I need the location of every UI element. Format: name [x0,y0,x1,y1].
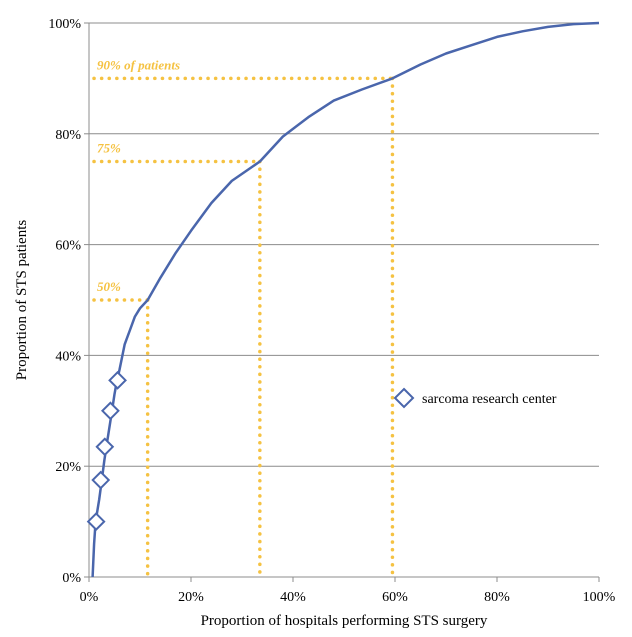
sarcoma-center-marker [108,370,127,390]
reference-lines [92,76,395,579]
axes [84,22,600,582]
y-tick-label: 40% [55,349,81,364]
x-tick-label: 80% [484,590,510,605]
sarcoma-center-marker [101,401,120,421]
x-tick-label: 20% [178,590,204,605]
sarcoma-center-marker [86,512,106,532]
y-tick-label: 100% [48,17,81,32]
x-tick-label: 100% [583,590,616,605]
series-layer [86,21,600,578]
x-tick-label: 60% [382,590,408,605]
legend-entry-label: sarcoma research center [422,392,557,407]
y-tick-label: 0% [62,571,81,586]
x-axis-title: Proportion of hospitals performing STS s… [201,613,488,629]
annotations: 90% of patients 75% 50% [97,57,180,294]
cumulative-curve [91,21,600,578]
y-tick-label: 80% [55,128,81,143]
tick-labels: 0% 20% 40% 60% 80% 100% 0% 20% 40% 60% 80% 100% [48,17,615,605]
gridlines [89,22,599,467]
sarcoma-center-marker [95,437,115,457]
reference-label: 75% [97,141,121,156]
reference-label: 90% of patients [97,57,180,72]
x-tick-label: 0% [80,590,99,605]
x-tick-label: 40% [280,590,306,605]
y-tick-label: 20% [55,460,81,475]
legend-marker [393,387,415,409]
legend: sarcoma research center [393,387,557,409]
reference-label: 50% [97,279,121,294]
sarcoma-center-marker [91,470,111,490]
y-axis-title: Proportion of STS patients [14,220,30,381]
y-tick-label: 60% [55,239,81,254]
